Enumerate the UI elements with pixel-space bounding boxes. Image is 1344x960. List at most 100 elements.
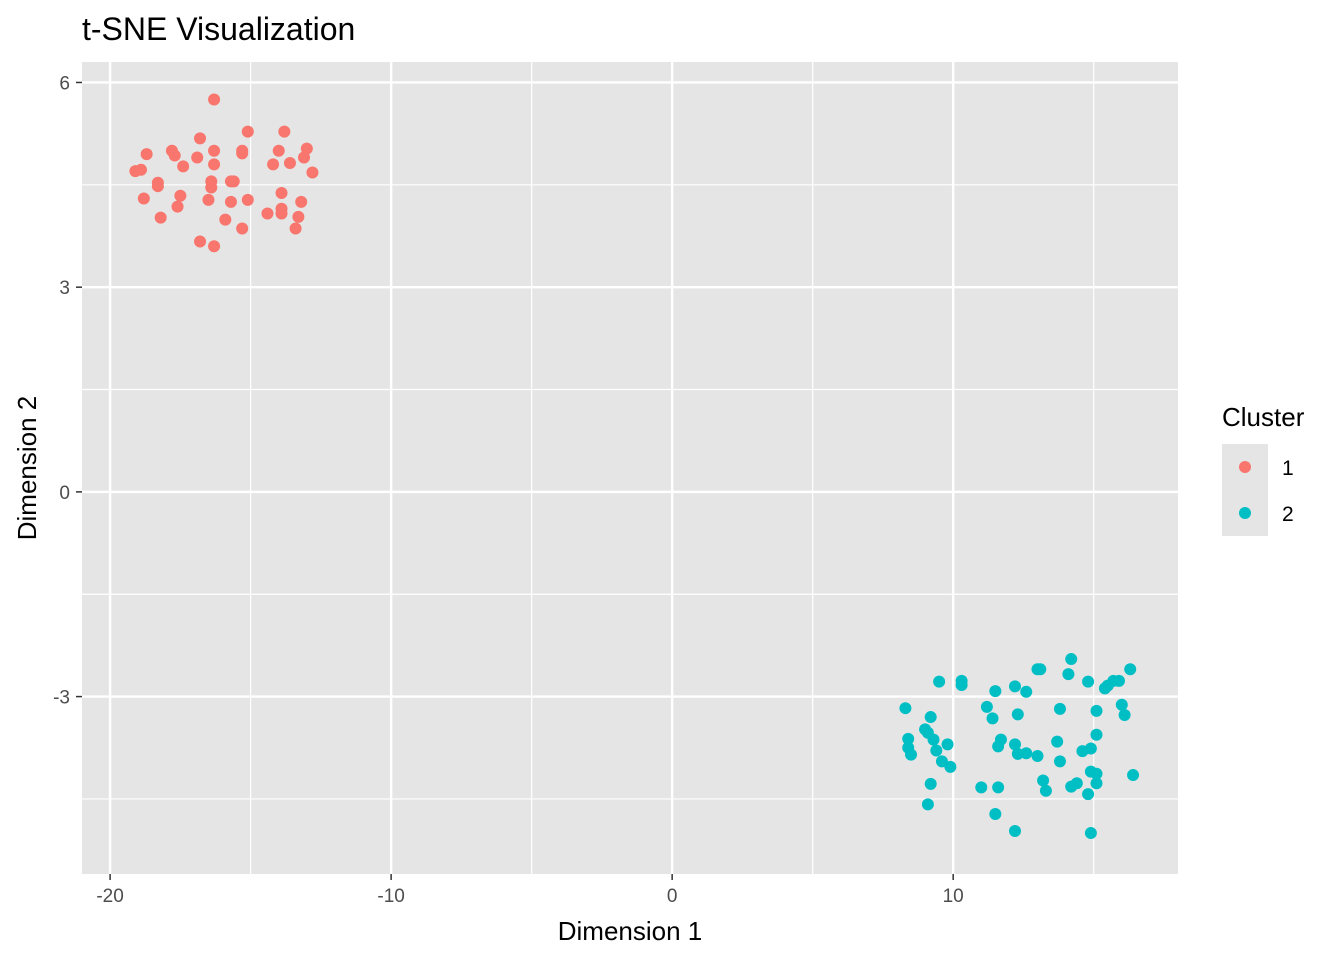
data-point [944,760,957,773]
data-point [1053,755,1066,768]
data-point [171,200,184,213]
y-tick-label: 3 [59,278,70,299]
data-point [992,781,1005,794]
data-point [205,181,218,194]
data-point [177,160,190,173]
data-point [191,151,204,164]
data-point [989,807,1002,820]
data-point [135,163,148,176]
data-point [306,166,319,179]
data-point [941,738,954,751]
data-point [267,158,280,171]
legend-key-cluster-1 [1239,461,1251,473]
data-point [1098,682,1111,695]
data-point [902,732,915,745]
data-point [1009,738,1022,751]
data-point [261,207,274,220]
data-point [1065,653,1078,666]
x-axis: -20 -10 0 10 [96,874,964,907]
chart-title: t-SNE Visualization [82,11,355,47]
data-point [986,712,999,725]
data-point [202,193,215,206]
data-point [241,125,254,138]
data-point [208,93,221,106]
data-point [1062,668,1075,681]
data-point [927,733,940,746]
data-point [980,700,993,713]
data-point [1127,769,1140,782]
data-point [1065,780,1078,793]
data-point [275,187,288,200]
data-point [975,781,988,794]
data-point [140,148,153,161]
data-point [241,193,254,206]
data-point [1090,777,1103,790]
x-axis-title: Dimension 1 [558,916,703,946]
y-tick-label: 0 [59,483,70,504]
data-point [1084,827,1097,840]
data-point [1112,674,1125,687]
y-axis: -3 0 3 6 [53,73,82,709]
data-point [1124,663,1137,676]
data-point [1076,745,1089,758]
series-cluster-1 [129,93,319,253]
data-point [224,195,237,208]
data-point [208,144,221,157]
data-point [905,748,918,761]
data-point [989,685,1002,698]
data-point [1020,747,1033,760]
data-point [283,156,296,169]
data-point [1090,767,1103,780]
data-point [194,235,207,248]
y-tick-label: -3 [53,688,70,709]
data-point [1115,698,1128,711]
data-point [275,207,288,220]
data-point [1090,704,1103,717]
data-point [1020,685,1033,698]
data-point [208,158,221,171]
data-point [1031,749,1044,762]
x-tick-label: -20 [96,886,123,907]
data-point [933,675,946,688]
data-point [227,175,240,188]
data-point [295,195,308,208]
data-point [298,151,311,164]
data-point [899,702,912,715]
data-point [930,744,943,757]
data-point [194,132,207,145]
legend-items: 12 [1222,444,1294,536]
data-point [1118,709,1131,722]
data-point [151,180,164,193]
data-point [1011,708,1024,721]
data-point [1039,784,1052,797]
data-point [278,125,291,138]
legend-key-cluster-2 [1239,507,1251,519]
y-axis-title: Dimension 2 [12,396,42,541]
data-point [1034,663,1047,676]
data-point [1090,728,1103,741]
data-point [272,144,285,157]
data-point [992,740,1005,753]
x-tick-label: -10 [377,886,404,907]
data-point [236,147,249,160]
data-point [1051,735,1064,748]
x-tick-label: 10 [943,886,964,907]
data-point [219,213,232,226]
data-point [1009,825,1022,838]
data-point [924,711,937,724]
legend-key-background [1222,444,1268,536]
data-point [1082,675,1095,688]
x-tick-label: 0 [667,886,678,907]
legend-title: Cluster [1222,402,1305,432]
data-point [154,211,167,224]
legend-label-cluster-1: 1 [1282,457,1294,480]
data-point [1053,702,1066,715]
data-point [208,240,221,253]
data-point [1009,680,1022,693]
data-point [236,222,249,235]
data-point [289,222,302,235]
data-point [1082,788,1095,801]
data-point [174,189,187,202]
